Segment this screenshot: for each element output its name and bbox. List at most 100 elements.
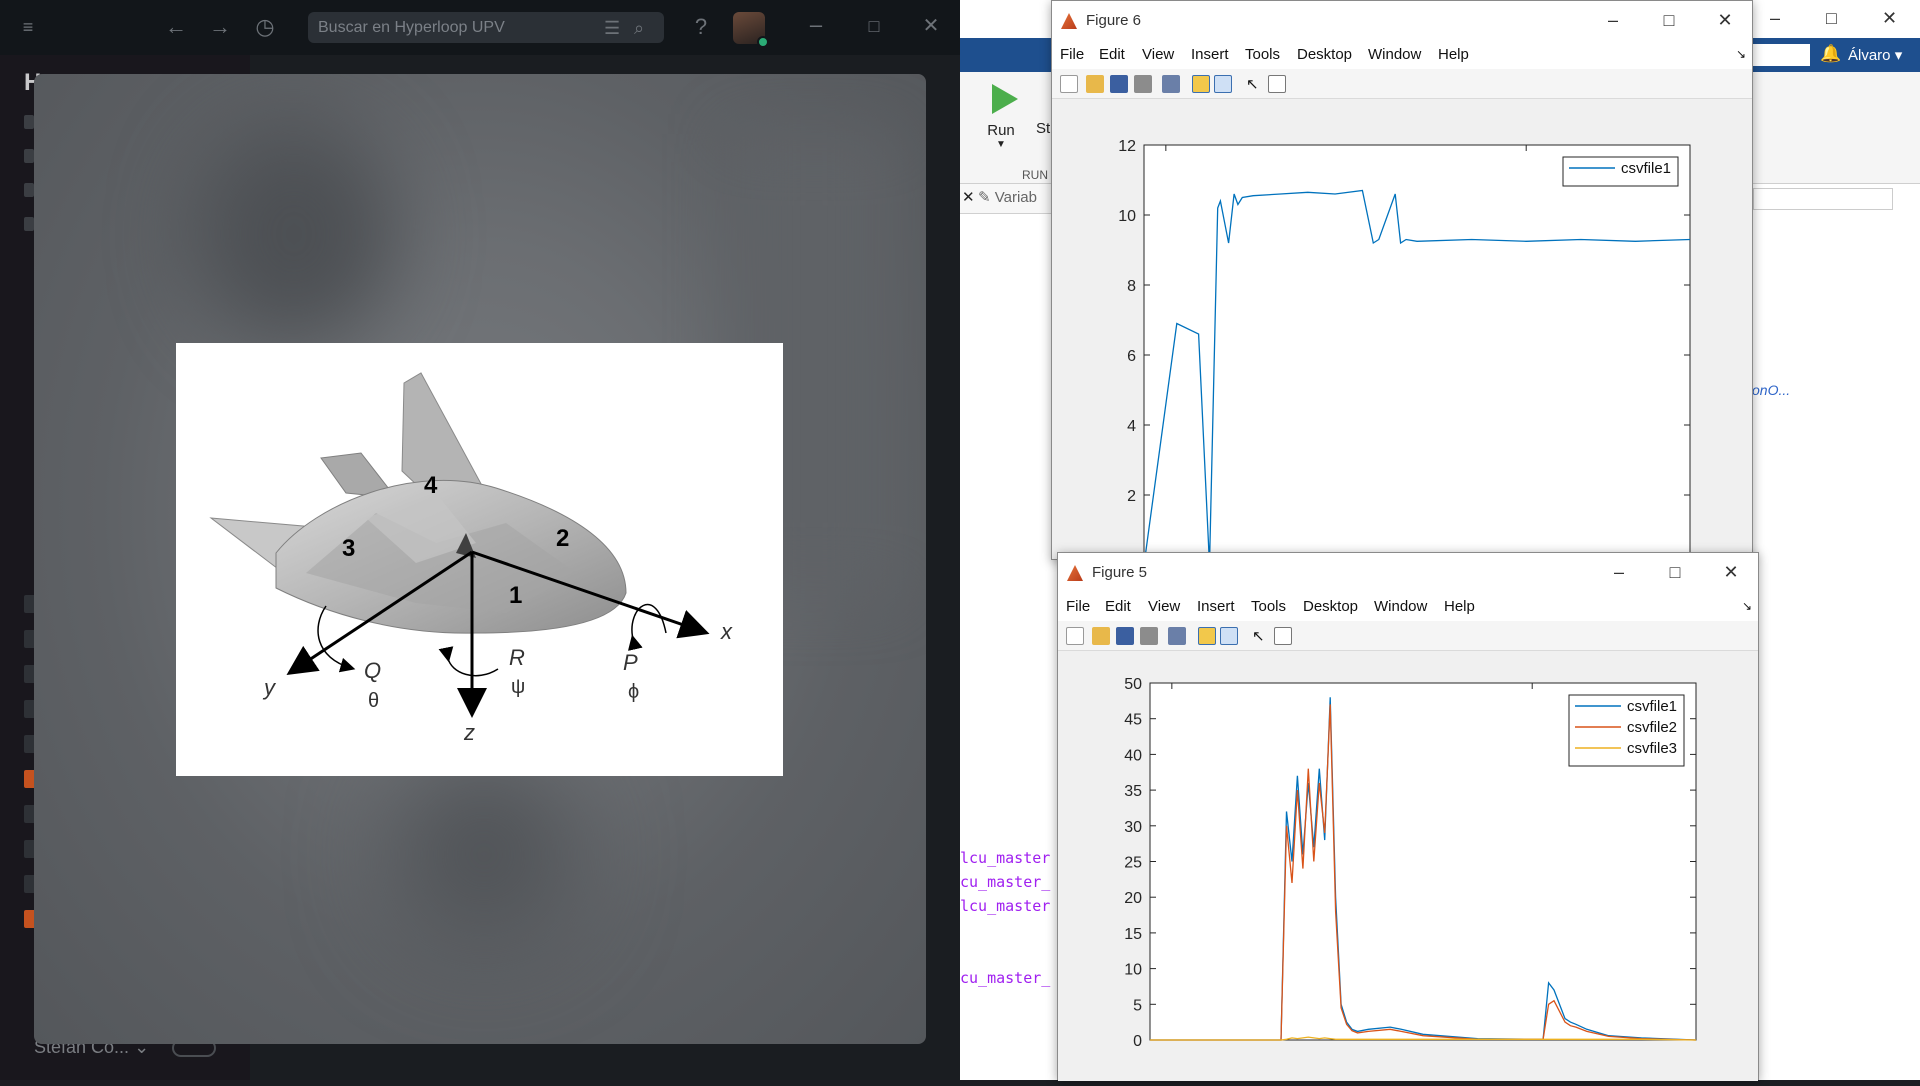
help-icon[interactable]: ? — [694, 14, 708, 39]
menu-help[interactable]: Help — [1438, 46, 1469, 63]
sidebar-item[interactable] — [24, 217, 34, 231]
figure-menubar: File Edit View Insert Tools Desktop Wind… — [1052, 41, 1752, 69]
x-axis — [471, 550, 710, 639]
workspace-link[interactable]: onO... — [1752, 382, 1791, 398]
search-input[interactable] — [308, 12, 588, 43]
presence-indicator — [757, 36, 769, 48]
dm-avatar[interactable] — [24, 630, 36, 648]
maximize-icon[interactable]: □ — [1663, 10, 1675, 30]
property-editor-icon[interactable] — [1274, 627, 1292, 645]
property-editor-icon[interactable] — [1268, 75, 1286, 93]
menu-help[interactable]: Help — [1444, 598, 1475, 615]
chevron-down-icon[interactable]: ▼ — [996, 139, 1006, 150]
maximize-icon[interactable]: □ — [868, 16, 880, 36]
close-icon[interactable]: ✕ — [962, 189, 975, 206]
avatar[interactable] — [733, 12, 769, 48]
menu-edit[interactable]: Edit — [1099, 46, 1125, 63]
print-icon[interactable] — [1140, 627, 1158, 645]
dm-avatar[interactable] — [24, 770, 36, 788]
menu-view[interactable]: View — [1148, 598, 1181, 615]
spaceplane-axes-diagram: 1 2 3 4 x y z Q θ R ψ P ϕ — [209, 372, 733, 745]
close-icon[interactable]: ✕ — [1717, 10, 1733, 30]
legend-box — [1562, 156, 1679, 187]
menu-edit[interactable]: Edit — [1105, 598, 1131, 615]
new-file-icon[interactable] — [1060, 75, 1078, 93]
colorbar-icon[interactable] — [1198, 627, 1216, 645]
step-button[interactable]: St — [1036, 120, 1051, 137]
y-tick-label: 30 — [1124, 819, 1142, 836]
tab-variables[interactable]: ✎ Variab — [978, 189, 1037, 206]
menu-window[interactable]: Window — [1368, 46, 1422, 63]
search-icon[interactable]: ⌕ — [634, 18, 645, 38]
menu-icon[interactable]: ≡ — [22, 17, 34, 37]
pointer-icon[interactable]: ↖ — [1252, 628, 1265, 645]
close-icon[interactable]: ✕ — [1723, 562, 1739, 582]
ribbon-section-label: RUN — [1022, 168, 1048, 182]
legend-icon[interactable] — [1220, 627, 1238, 645]
link-plot-icon[interactable] — [1162, 75, 1180, 93]
dock-icon[interactable]: ↘ — [1735, 47, 1746, 61]
run-button[interactable]: Run ▼ — [978, 80, 1024, 150]
lightbox-image[interactable]: 1 2 3 4 x y z Q θ R ψ P ϕ — [176, 343, 783, 776]
maximize-icon[interactable]: □ — [1826, 8, 1837, 28]
menu-desktop[interactable]: Desktop — [1303, 598, 1359, 615]
colorbar-icon[interactable] — [1192, 75, 1210, 93]
dm-avatar[interactable] — [24, 805, 36, 823]
matlab-logo-icon — [1061, 13, 1077, 29]
legend-entry: csvfile1 — [1627, 698, 1677, 715]
minimize-icon[interactable]: – — [809, 12, 823, 37]
dm-avatar[interactable] — [24, 595, 36, 613]
open-folder-icon[interactable] — [1086, 75, 1104, 93]
sidebar-item[interactable] — [24, 183, 34, 197]
menu-window[interactable]: Window — [1374, 598, 1428, 615]
yaw-arc — [438, 646, 499, 677]
save-icon[interactable] — [1116, 627, 1134, 645]
dm-avatar[interactable] — [24, 910, 36, 928]
sidebar-item[interactable] — [24, 149, 34, 163]
close-icon[interactable]: ✕ — [1882, 8, 1898, 28]
minimize-icon[interactable]: – — [1607, 10, 1618, 30]
menu-file[interactable]: File — [1066, 598, 1091, 615]
bell-icon[interactable]: 🔔 — [1820, 44, 1842, 63]
close-icon[interactable]: ✕ — [922, 15, 940, 37]
menu-insert[interactable]: Insert — [1197, 598, 1235, 615]
sidebar-item[interactable] — [24, 115, 34, 129]
y-tick-label: 15 — [1124, 926, 1142, 943]
legend-icon[interactable] — [1214, 75, 1232, 93]
menu-file[interactable]: File — [1060, 46, 1085, 63]
menu-view[interactable]: View — [1142, 46, 1175, 63]
maximize-icon[interactable]: □ — [1669, 562, 1681, 582]
save-icon[interactable] — [1110, 75, 1128, 93]
matlab-search-input[interactable] — [1750, 44, 1810, 66]
menu-tools[interactable]: Tools — [1245, 46, 1281, 63]
q-label: Q — [364, 658, 381, 683]
matlab-logo-icon — [1067, 565, 1083, 581]
dm-avatar[interactable] — [24, 735, 36, 753]
dm-avatar[interactable] — [24, 875, 36, 893]
user-menu[interactable]: Álvaro ▾ — [1848, 47, 1903, 64]
open-folder-icon[interactable] — [1092, 627, 1110, 645]
menu-insert[interactable]: Insert — [1191, 46, 1229, 63]
dm-avatar[interactable] — [24, 665, 36, 683]
menu-tools[interactable]: Tools — [1251, 598, 1287, 615]
path-combo[interactable] — [1753, 188, 1893, 210]
link-plot-icon[interactable] — [1168, 627, 1186, 645]
pointer-icon[interactable]: ↖ — [1246, 76, 1259, 93]
y-label: y — [262, 675, 277, 700]
history-icon[interactable]: ◷ — [255, 14, 275, 39]
forward-arrow-icon[interactable]: → — [209, 14, 231, 39]
search-box[interactable]: ☰ ⌕ — [308, 12, 664, 43]
minimize-icon[interactable]: – — [1770, 8, 1781, 28]
y-tick-label: 8 — [1127, 278, 1136, 295]
back-arrow-icon[interactable]: ← — [165, 14, 187, 39]
dock-icon[interactable]: ↘ — [1741, 599, 1752, 613]
dm-avatar[interactable] — [24, 700, 36, 718]
new-file-icon[interactable] — [1066, 627, 1084, 645]
menu-desktop[interactable]: Desktop — [1297, 46, 1353, 63]
y-tick-label: 5 — [1133, 997, 1142, 1014]
minimize-icon[interactable]: – — [1613, 562, 1624, 582]
print-icon[interactable] — [1134, 75, 1152, 93]
dm-avatar[interactable] — [24, 840, 36, 858]
y-tick-label: 25 — [1124, 855, 1142, 872]
filter-icon[interactable]: ☰ — [604, 18, 621, 38]
